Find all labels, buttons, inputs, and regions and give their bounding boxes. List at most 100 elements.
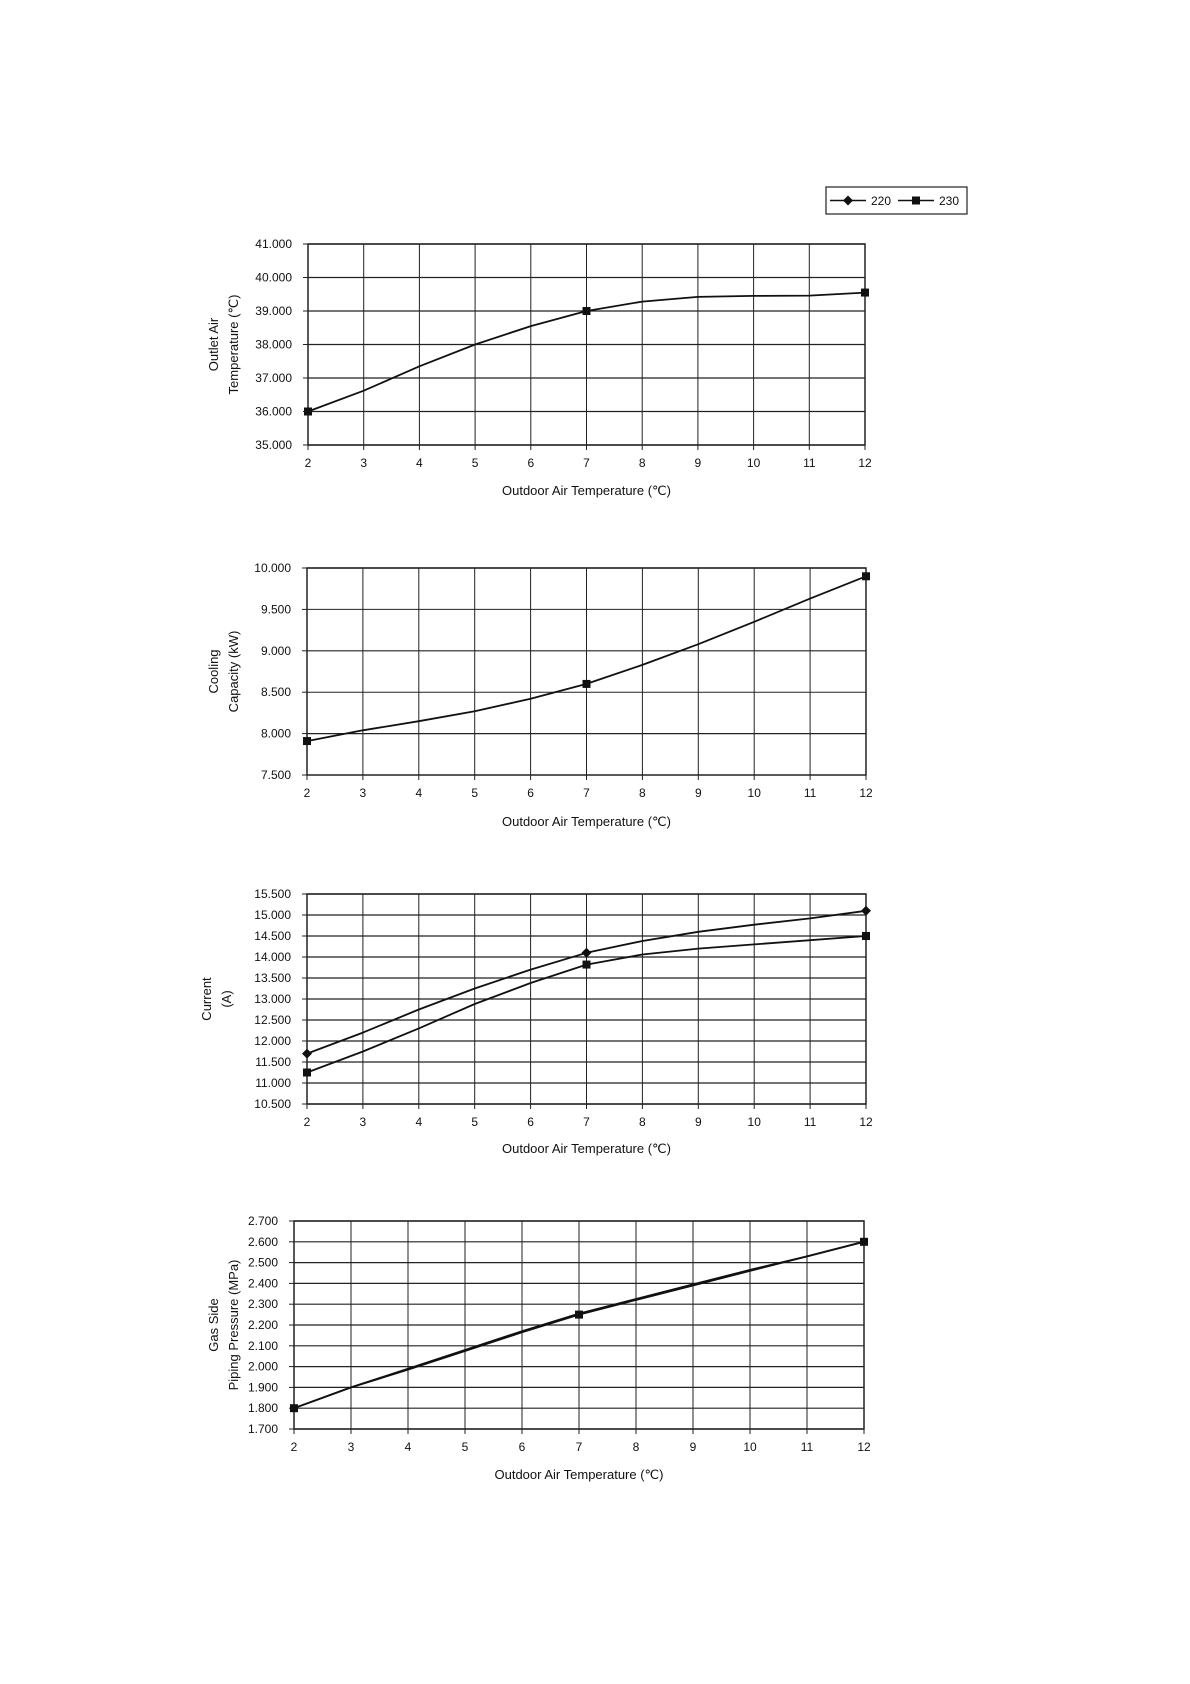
charts-container: 2 3 4 5 6 7 8 9 10 11 1241.00040.00039.00038.00037… xyxy=(199,237,873,1482)
y-tick-label: 9.000 xyxy=(261,644,291,658)
y-tick-label: 12.000 xyxy=(254,1034,291,1048)
x-tick-label: 6 xyxy=(527,1115,534,1129)
y-tick-label: 13.000 xyxy=(254,992,291,1006)
x-tick-label: 3 xyxy=(348,1440,355,1454)
x-tick-label: 10 xyxy=(743,1440,757,1454)
data-point-230 xyxy=(860,1237,868,1246)
chart-1: 2 3 4 5 6 7 8 9 10 11 12 41.000 40.000 39.000 38.000 37… xyxy=(206,237,872,498)
chart-4: 2 3 4 5 6 7 8 9 10 11 12 2.700 2.600 2.500 2.400 2.300 2… xyxy=(206,1214,871,1482)
data-point-230 xyxy=(303,1068,311,1077)
x-tick-label: 9 xyxy=(690,1440,697,1454)
chart-3: 2 3 4 5 6 7 8 9 10 11 12 15.500 15.000 14.500 14.000 13… xyxy=(199,887,873,1156)
y-tick-label: 14.000 xyxy=(254,950,291,964)
data-point-230 xyxy=(861,288,869,297)
legend-label-220: 220 xyxy=(871,194,891,208)
x-tick-label: 12 xyxy=(857,1440,871,1454)
y-tick-label: 13.500 xyxy=(254,971,291,985)
y-tick-label: 2.200 xyxy=(248,1318,278,1332)
data-point-230 xyxy=(303,737,311,746)
x-tick-label: 8 xyxy=(639,1115,646,1129)
x-tick-label: 2 xyxy=(304,786,311,800)
x-tick-label: 2 xyxy=(291,1440,298,1454)
y-tick-label: 15.500 xyxy=(254,887,291,901)
y-tick-label: 38.000 xyxy=(255,338,292,352)
x-tick-label: 12 xyxy=(859,1115,873,1129)
x-tick-label: 7 xyxy=(583,786,590,800)
y-axis-label: Outlet Air xyxy=(206,317,221,371)
y-tick-label: 7.500 xyxy=(261,768,291,782)
x-tick-label: 5 xyxy=(471,1115,478,1129)
x-tick-label: 10 xyxy=(748,1115,762,1129)
y-tick-label: 10.000 xyxy=(254,561,291,575)
x-tick-label: 3 xyxy=(360,456,367,470)
y-tick-label: 15.000 xyxy=(254,908,291,922)
x-tick-label: 2 xyxy=(305,456,312,470)
plot-frame xyxy=(306,567,867,776)
x-tick-label: 11 xyxy=(803,456,816,470)
x-tick-label: 5 xyxy=(471,786,478,800)
y-axis-label: Piping Pressure (MPa) xyxy=(226,1260,241,1391)
x-tick-label: 12 xyxy=(859,786,873,800)
y-tick-label: 12.500 xyxy=(254,1013,291,1027)
x-tick-label: 6 xyxy=(519,1440,526,1454)
legend: 220 230 xyxy=(825,186,968,215)
x-tick-label: 6 xyxy=(527,786,534,800)
x-tick-label: 8 xyxy=(639,786,646,800)
y-axis-label: Gas Side xyxy=(206,1298,221,1351)
y-axis-label: Current xyxy=(199,977,214,1021)
x-tick-label: 9 xyxy=(695,786,702,800)
y-tick-label: 10.500 xyxy=(254,1097,291,1111)
x-axis-label: Outdoor Air Temperature (℃) xyxy=(502,1141,671,1156)
x-tick-label: 2 xyxy=(304,1115,311,1129)
x-tick-label: 4 xyxy=(416,456,423,470)
y-axis-label: Capacity (kW) xyxy=(226,631,241,713)
x-tick-label: 8 xyxy=(639,456,646,470)
x-tick-label: 4 xyxy=(415,786,422,800)
y-tick-label: 14.500 xyxy=(254,929,291,943)
x-axis-label: Outdoor Air Temperature (℃) xyxy=(502,814,671,829)
y-tick-label: 2.400 xyxy=(248,1276,278,1290)
y-tick-label: 41.000 xyxy=(255,237,292,251)
plot-frame xyxy=(293,1220,865,1430)
y-tick-label: 1.700 xyxy=(248,1422,278,1436)
y-tick-label: 37.000 xyxy=(255,371,292,385)
data-point-220 xyxy=(861,905,871,916)
y-tick-label: 8.000 xyxy=(261,727,291,741)
data-point-230 xyxy=(290,1404,298,1413)
x-tick-label: 7 xyxy=(583,456,590,470)
data-point-230 xyxy=(575,1310,583,1319)
x-tick-label: 7 xyxy=(583,1115,590,1129)
x-tick-label: 11 xyxy=(801,1440,814,1454)
x-tick-label: 11 xyxy=(804,786,817,800)
y-tick-label: 2.100 xyxy=(248,1339,278,1353)
y-tick-label: 2.500 xyxy=(248,1256,278,1270)
y-tick-label: 2.600 xyxy=(248,1235,278,1249)
y-tick-label: 9.500 xyxy=(261,602,291,616)
y-tick-label: 8.500 xyxy=(261,685,291,699)
x-tick-label: 6 xyxy=(527,456,534,470)
x-tick-label: 9 xyxy=(695,456,702,470)
y-tick-label: 39.000 xyxy=(255,304,292,318)
y-axis-label: Cooling xyxy=(206,649,221,693)
data-point-230 xyxy=(582,960,591,969)
y-axis-label: Temperature (℃) xyxy=(226,295,241,395)
y-tick-label: 2.300 xyxy=(248,1297,278,1311)
y-tick-label: 36.000 xyxy=(255,405,292,419)
y-tick-label: 2.000 xyxy=(248,1360,278,1374)
x-tick-label: 4 xyxy=(415,1115,422,1129)
x-tick-label: 5 xyxy=(472,456,479,470)
x-tick-label: 11 xyxy=(804,1115,817,1129)
x-tick-label: 3 xyxy=(360,1115,367,1129)
x-tick-label: 12 xyxy=(858,456,872,470)
y-tick-label: 35.000 xyxy=(255,438,292,452)
x-axis-label: Outdoor Air Temperature (℃) xyxy=(502,483,671,498)
legend-label-230: 230 xyxy=(939,194,959,208)
y-tick-label: 1.800 xyxy=(248,1401,278,1415)
plot-frame xyxy=(306,893,867,1105)
data-point-230 xyxy=(862,932,870,940)
data-point-230 xyxy=(582,307,591,315)
data-point-220 xyxy=(302,1048,312,1059)
x-tick-label: 7 xyxy=(576,1440,583,1454)
y-tick-label: 11.000 xyxy=(255,1076,291,1090)
